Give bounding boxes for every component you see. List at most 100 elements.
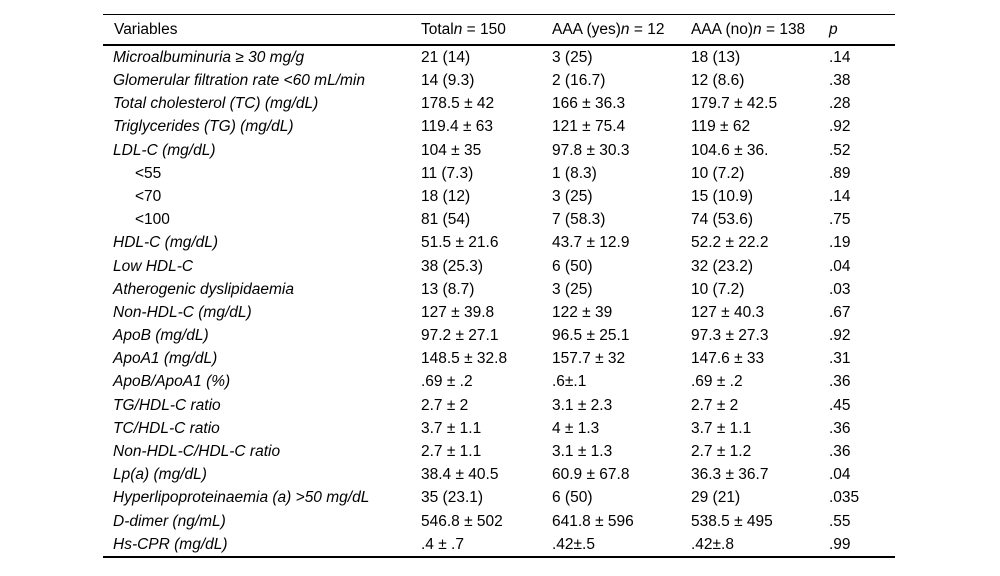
p-value-cell: .99 bbox=[829, 535, 851, 553]
p-value-cell: .89 bbox=[829, 164, 851, 182]
aaa-yes-value-cell: 6 (50) bbox=[552, 257, 593, 275]
table-row: Total cholesterol (TC) (mg/dL) 178.5 ± 42… bbox=[103, 92, 895, 115]
aaa-no-value-cell: 10 (7.2) bbox=[691, 280, 745, 298]
total-value-cell: 119.4 ± 63 bbox=[421, 118, 493, 136]
aaa-yes-value-cell: 3 (25) bbox=[552, 48, 593, 66]
p-value-cell: .92 bbox=[829, 118, 851, 136]
table-row: Triglycerides (TG) (mg/dL) 119.4 ± 63 121 … bbox=[103, 116, 895, 139]
table-row: <100 81 (54) 7 (58.3) 74 (53.6) .75 bbox=[103, 208, 895, 231]
variable-cell: Microalbuminuria ≥ 30 mg/g bbox=[113, 48, 305, 66]
total-value-cell: 2.7 ± 2 bbox=[421, 396, 469, 414]
column-header-p: p bbox=[829, 14, 895, 46]
table-row: D-dimer (ng/mL) 546.8 ± 502 641.8 ± 596 538… bbox=[103, 510, 895, 533]
table-row: TG/HDL-C ratio 2.7 ± 2 3.1 ± 2.3 2.7 ± 2 .45 bbox=[103, 394, 895, 417]
aaa-yes-value-cell: 2 (16.7) bbox=[552, 72, 606, 90]
table-row: <70 18 (12) 3 (25) 15 (10.9) .14 bbox=[103, 185, 895, 208]
variable-cell: Hs-CPR (mg/dL) bbox=[113, 535, 228, 553]
variable-cell: ApoB/ApoA1 (%) bbox=[113, 373, 231, 391]
p-value-cell: .04 bbox=[829, 257, 851, 275]
p-symbol: p bbox=[829, 20, 838, 38]
total-value-cell: 38.4 ± 40.5 bbox=[421, 466, 499, 484]
aaa-yes-value-cell: 7 (58.3) bbox=[552, 211, 606, 229]
aaa-no-value-cell: 3.7 ± 1.1 bbox=[691, 419, 752, 437]
aaa-yes-value-cell: 3 (25) bbox=[552, 280, 593, 298]
variable-cell: <100 bbox=[135, 211, 170, 229]
total-value-cell: 11 (7.3) bbox=[421, 164, 474, 182]
p-value-cell: .36 bbox=[829, 373, 851, 391]
table-row: Non-HDL-C/HDL-C ratio 2.7 ± 1.1 3.1 ± 1.3 2… bbox=[103, 440, 895, 463]
aaa-no-value-cell: 2.7 ± 1.2 bbox=[691, 443, 752, 461]
table-row: Microalbuminuria ≥ 30 mg/g 21 (14) 3 (25) 1… bbox=[103, 45, 895, 69]
column-header-label: Total bbox=[421, 20, 454, 38]
total-value-cell: 38 (25.3) bbox=[421, 257, 484, 275]
aaa-no-value-cell: 104.6 ± 36. bbox=[691, 141, 769, 159]
variable-cell: LDL-C (mg/dL) bbox=[113, 141, 216, 159]
aaa-no-value-cell: 119 ± 62 bbox=[691, 118, 751, 136]
variable-cell: <55 bbox=[135, 164, 162, 182]
p-value-cell: .52 bbox=[829, 141, 851, 159]
variable-cell: Atherogenic dyslipidaemia bbox=[113, 280, 294, 298]
total-value-cell: 104 ± 35 bbox=[421, 141, 482, 159]
p-value-cell: .55 bbox=[829, 512, 851, 530]
total-value-cell: 35 (23.1) bbox=[421, 489, 484, 507]
column-header-label: Variables bbox=[114, 20, 178, 38]
table-body: Microalbuminuria ≥ 30 mg/g 21 (14) 3 (25) 1… bbox=[103, 45, 895, 557]
aaa-yes-value-cell: 166 ± 36.3 bbox=[552, 95, 626, 113]
table-row: ApoA1 (mg/dL) 148.5 ± 32.8 157.7 ± 32 147.6… bbox=[103, 347, 895, 370]
total-value-cell: 81 (54) bbox=[421, 211, 471, 229]
table-row: Lp(a) (mg/dL) 38.4 ± 40.5 60.9 ± 67.8 36.3 … bbox=[103, 463, 895, 486]
n-symbol: n bbox=[620, 20, 630, 38]
table-header: Variables Totaln = 150 AAA (yes)n = 12 A… bbox=[103, 14, 895, 46]
aaa-no-value-cell: 18 (13) bbox=[691, 48, 741, 66]
p-value-cell: .36 bbox=[829, 443, 851, 461]
variable-cell: TG/HDL-C ratio bbox=[113, 396, 221, 414]
aaa-yes-value-cell: 121 ± 75.4 bbox=[552, 118, 626, 136]
table-row: HDL-C (mg/dL) 51.5 ± 21.6 43.7 ± 12.9 52.2 … bbox=[103, 232, 895, 255]
variable-cell: Glomerular filtration rate <60 mL/min bbox=[113, 72, 365, 90]
total-value-cell: 51.5 ± 21.6 bbox=[421, 234, 499, 252]
variable-cell: Total cholesterol (TC) (mg/dL) bbox=[113, 95, 319, 113]
variable-cell: TC/HDL-C ratio bbox=[113, 419, 220, 437]
p-value-cell: .28 bbox=[829, 95, 851, 113]
aaa-no-value-cell: 29 (21) bbox=[691, 489, 741, 507]
total-value-cell: 127 ± 39.8 bbox=[421, 303, 495, 321]
n-count: = 150 bbox=[462, 20, 506, 38]
table-row: Hyperlipoproteinaemia (a) >50 mg/dL 35 (2… bbox=[103, 487, 895, 510]
variable-cell: Non-HDL-C (mg/dL) bbox=[113, 303, 252, 321]
aaa-yes-value-cell: 122 ± 39 bbox=[552, 303, 613, 321]
paper-table-region: Variables Totaln = 150 AAA (yes)n = 12 A… bbox=[103, 14, 895, 559]
p-value-cell: .75 bbox=[829, 211, 851, 229]
table-row: TC/HDL-C ratio 3.7 ± 1.1 4 ± 1.3 3.7 ± 1.1.… bbox=[103, 417, 895, 440]
aaa-yes-value-cell: 6 (50) bbox=[552, 489, 593, 507]
variable-cell: D-dimer (ng/mL) bbox=[113, 512, 226, 530]
aaa-no-value-cell: 127 ± 40.3 bbox=[691, 303, 765, 321]
column-header-variables: Variables bbox=[103, 14, 421, 46]
aaa-yes-value-cell: 1 (8.3) bbox=[552, 164, 597, 182]
p-value-cell: .03 bbox=[829, 280, 851, 298]
total-value-cell: 178.5 ± 42 bbox=[421, 95, 495, 113]
table-row: ApoB/ApoA1 (%) .69 ± .2 .6±.1 .69 ± .2 .36 bbox=[103, 371, 895, 394]
aaa-no-value-cell: 15 (10.9) bbox=[691, 187, 754, 205]
table-row: Non-HDL-C (mg/dL) 127 ± 39.8 122 ± 39 127 ±… bbox=[103, 301, 895, 324]
variable-cell: <70 bbox=[135, 187, 162, 205]
aaa-no-value-cell: .42±.8 bbox=[691, 535, 734, 553]
aaa-no-value-cell: 147.6 ± 33 bbox=[691, 350, 765, 368]
aaa-no-value-cell: 74 (53.6) bbox=[691, 211, 754, 229]
aaa-no-value-cell: 36.3 ± 36.7 bbox=[691, 466, 769, 484]
p-value-cell: .45 bbox=[829, 396, 851, 414]
aaa-yes-value-cell: 3.1 ± 1.3 bbox=[552, 443, 613, 461]
table-row: Atherogenic dyslipidaemia 13 (8.7) 3 (25) 1… bbox=[103, 278, 895, 301]
total-value-cell: 546.8 ± 502 bbox=[421, 512, 503, 530]
aaa-yes-value-cell: 3 (25) bbox=[552, 187, 593, 205]
table-row: LDL-C (mg/dL) 104 ± 35 97.8 ± 30.3 104.6 ± … bbox=[103, 139, 895, 162]
variable-cell: HDL-C (mg/dL) bbox=[113, 234, 219, 252]
p-value-cell: .67 bbox=[829, 303, 851, 321]
aaa-no-value-cell: 538.5 ± 495 bbox=[691, 512, 773, 530]
aaa-no-value-cell: 97.3 ± 27.3 bbox=[691, 327, 769, 345]
variable-cell: Lp(a) (mg/dL) bbox=[113, 466, 207, 484]
column-header-label: AAA (yes) bbox=[552, 20, 621, 38]
variable-cell: Non-HDL-C/HDL-C ratio bbox=[113, 443, 281, 461]
n-count: = 12 bbox=[629, 20, 665, 38]
table-row: ApoB (mg/dL) 97.2 ± 27.1 96.5 ± 25.1 97.3 ±… bbox=[103, 324, 895, 347]
total-value-cell: 21 (14) bbox=[421, 48, 471, 66]
